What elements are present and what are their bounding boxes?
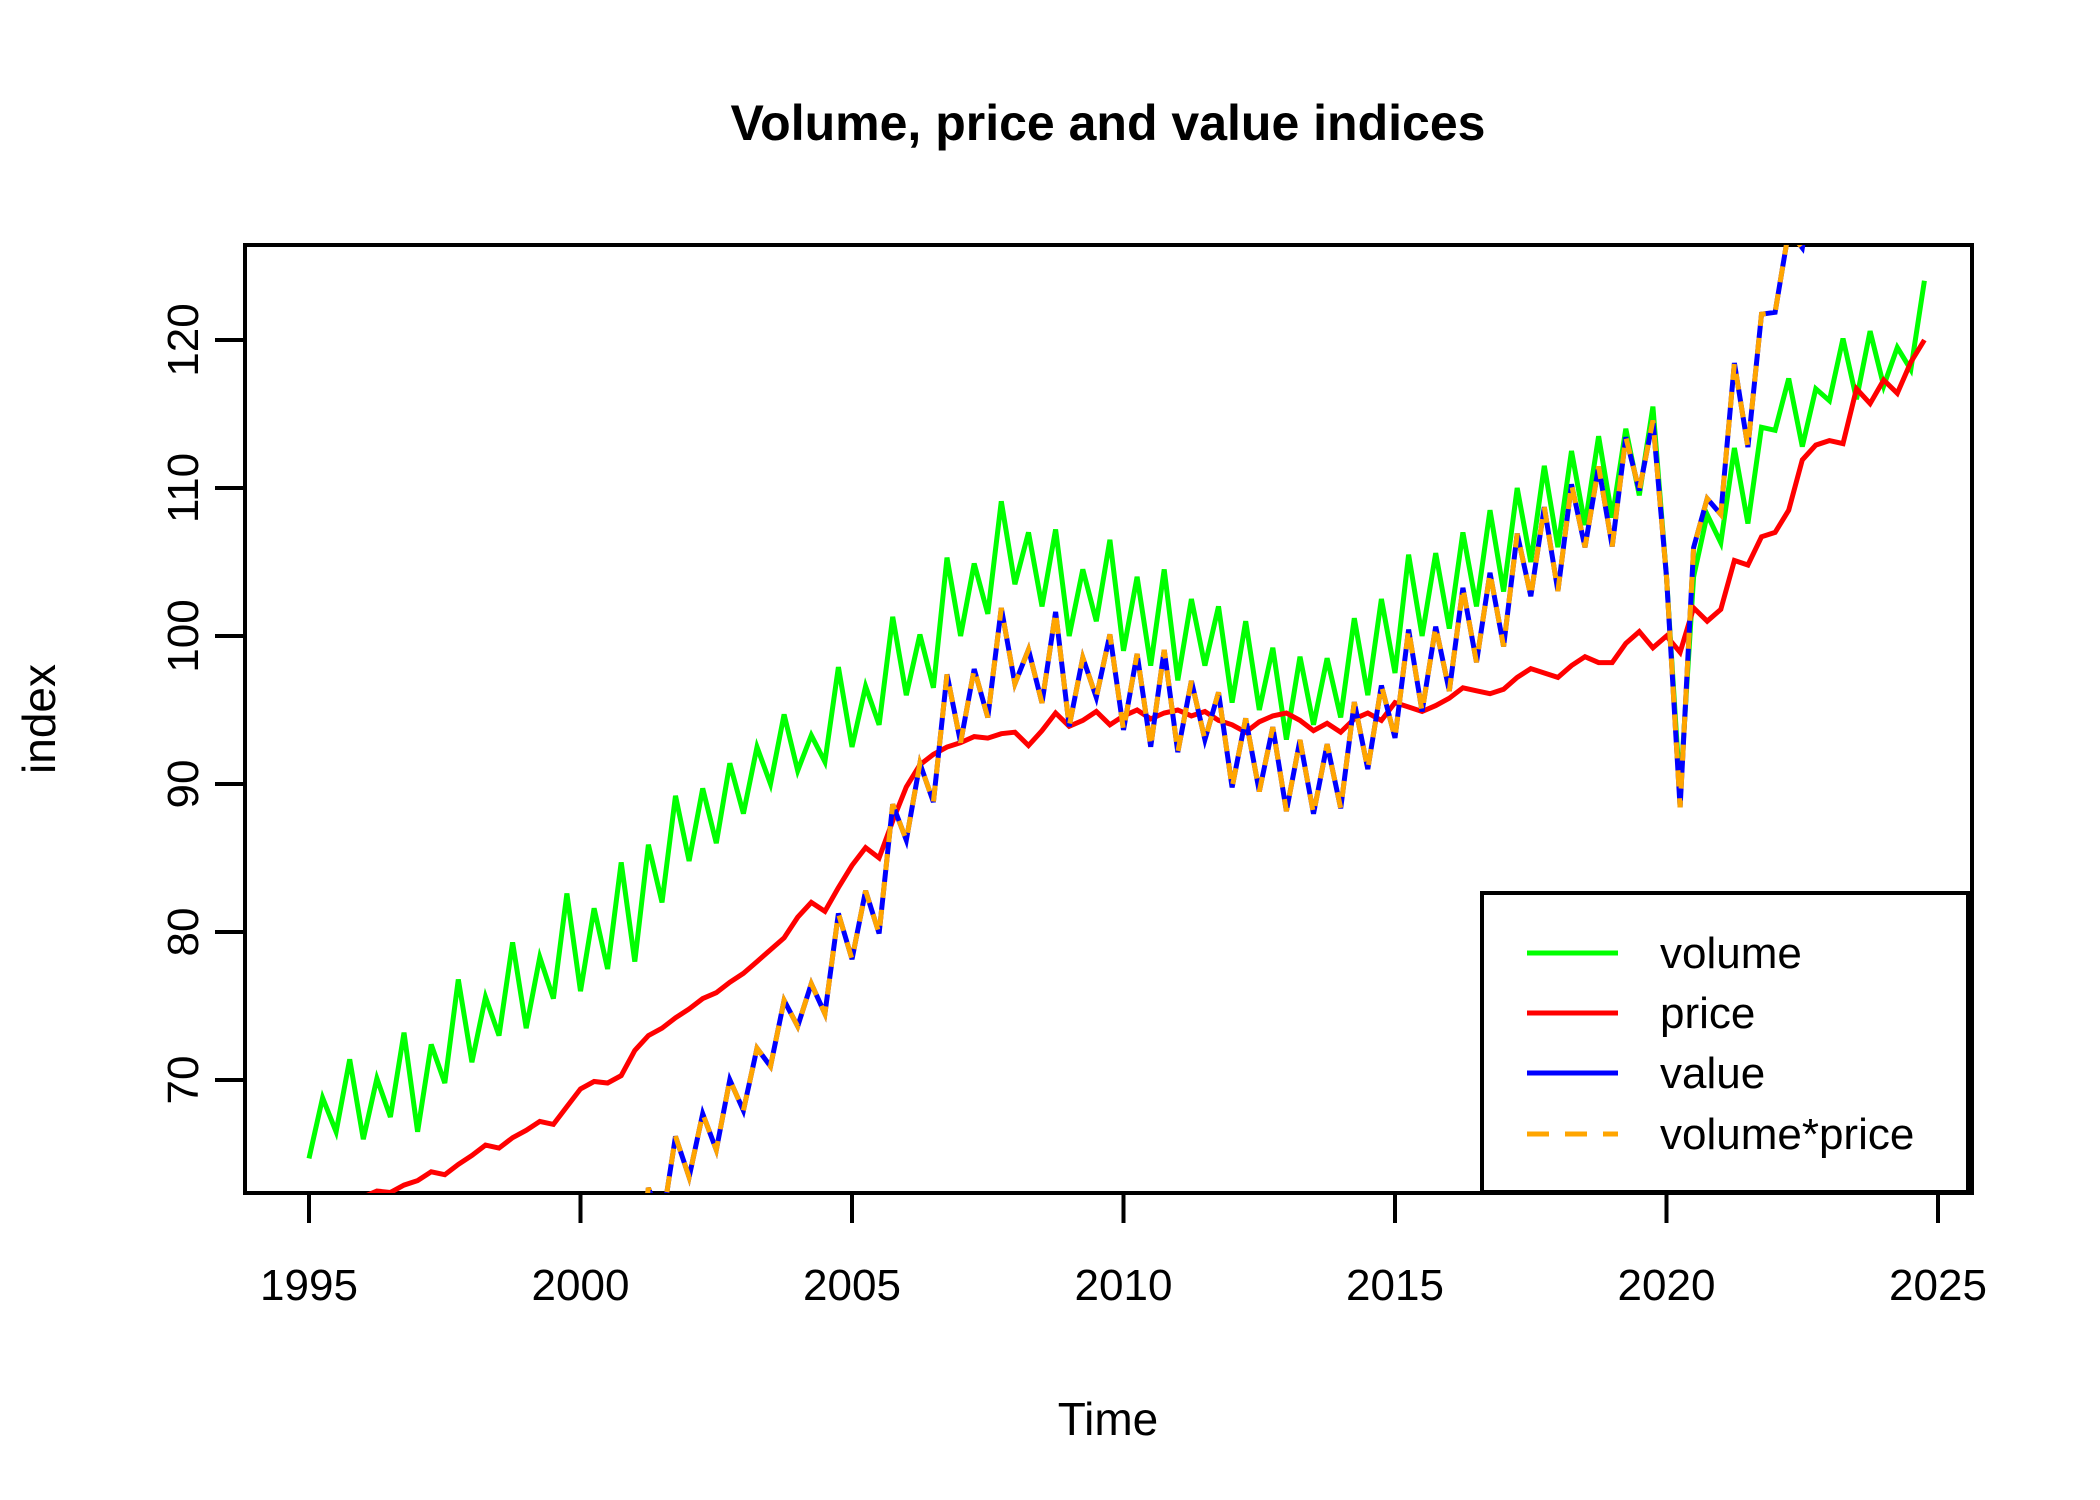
y-axis-label: index	[13, 664, 65, 774]
y-tick-label: 110	[159, 453, 208, 523]
x-tick-label: 2025	[1889, 1261, 1987, 1310]
x-tick-label: 2020	[1618, 1261, 1716, 1310]
chart-title: Volume, price and value indices	[731, 95, 1486, 151]
series-price	[366, 338, 1927, 1193]
series-volume-price	[645, 245, 1806, 1193]
y-tick-label: 120	[159, 303, 208, 376]
legend-label-volume: volume	[1660, 929, 1802, 978]
legend-label-price: price	[1660, 989, 1755, 1038]
legend-box	[1480, 891, 1970, 1194]
x-axis: 1995 2000 2005 2010 2015 2020 2025	[260, 1193, 1987, 1310]
y-tick-label: 100	[159, 599, 208, 672]
legend-label-value: value	[1660, 1049, 1765, 1098]
x-tick-label: 2000	[532, 1261, 630, 1310]
y-tick-label: 80	[159, 908, 208, 957]
x-tick-label: 2010	[1075, 1261, 1173, 1310]
series-group	[306, 245, 1927, 1193]
legend-label-volume-price: volume*price	[1660, 1110, 1914, 1159]
y-axis: 70 80 90 100 110 120	[159, 303, 245, 1104]
y-tick-label: 70	[159, 1056, 208, 1105]
legend: volume price value volume*price	[1480, 891, 1970, 1194]
x-axis-label: Time	[1058, 1393, 1159, 1445]
x-tick-label: 2005	[803, 1261, 901, 1310]
x-tick-label: 2015	[1346, 1261, 1444, 1310]
y-tick-label: 90	[159, 760, 208, 809]
plot-border	[243, 243, 1974, 1195]
x-tick-label: 1995	[260, 1261, 358, 1310]
